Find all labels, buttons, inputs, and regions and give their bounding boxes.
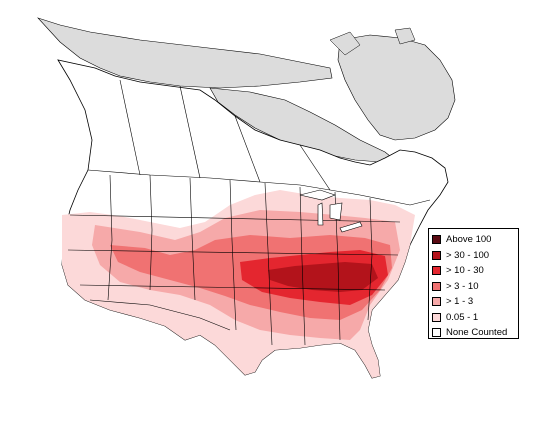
state-line-6 bbox=[299, 186, 306, 346]
legend: Above 100 > 30 - 100 > 10 - 30 > 3 - 10 > 1 … bbox=[428, 228, 519, 339]
province-line-2 bbox=[179, 85, 201, 179]
legend-label: > 3 - 10 bbox=[446, 280, 479, 292]
province-line-4 bbox=[299, 144, 331, 191]
lake-huron bbox=[329, 202, 343, 221]
legend-swatch bbox=[432, 328, 441, 338]
legend-item: > 3 - 10 bbox=[432, 279, 515, 295]
legend-item: None Counted bbox=[432, 325, 515, 341]
legend-label: > 1 - 3 bbox=[446, 296, 474, 307]
legend-swatch bbox=[432, 297, 441, 307]
legend-label: 0.05 - 1 bbox=[446, 311, 479, 323]
boundary-lines bbox=[67, 79, 431, 346]
province-line-1 bbox=[119, 79, 141, 176]
island-1 bbox=[329, 31, 361, 56]
legend-item: > 10 - 30 bbox=[432, 263, 515, 279]
mexico-border bbox=[89, 299, 231, 331]
northern-gray-region bbox=[37, 17, 456, 163]
legend-swatch bbox=[432, 312, 441, 322]
great-lakes bbox=[299, 189, 363, 233]
gray-band-east bbox=[337, 34, 456, 141]
legend-swatch bbox=[432, 235, 441, 245]
legend-swatch bbox=[432, 266, 441, 276]
legend-label: > 30 - 100 bbox=[446, 249, 490, 261]
legend-item: 0.05 - 1 bbox=[432, 310, 515, 326]
gray-band-west bbox=[37, 17, 333, 89]
state-line-5 bbox=[264, 182, 273, 346]
lake-superior bbox=[299, 189, 336, 201]
state-line-10 bbox=[67, 249, 399, 256]
state-line-11 bbox=[79, 284, 386, 291]
state-line-3 bbox=[189, 177, 196, 301]
legend-label: Above 100 bbox=[446, 234, 492, 245]
legend-swatch bbox=[432, 281, 441, 291]
abundance-30-100-region bbox=[268, 262, 378, 292]
legend-label: None Counted bbox=[446, 327, 508, 338]
island-2 bbox=[394, 27, 416, 45]
state-line-4 bbox=[229, 179, 237, 331]
lake-erie bbox=[339, 221, 363, 233]
province-line-3 bbox=[234, 115, 261, 183]
abundance-shading bbox=[62, 190, 415, 378]
canada-us-border bbox=[87, 169, 431, 206]
legend-item: Above 100 bbox=[432, 232, 515, 248]
state-line-9 bbox=[69, 214, 401, 223]
legend-item: > 30 - 100 bbox=[432, 248, 515, 264]
lake-michigan bbox=[317, 202, 324, 226]
state-line-1 bbox=[107, 174, 113, 301]
state-line-2 bbox=[149, 174, 153, 291]
arctic-islands bbox=[329, 27, 416, 56]
legend-label: > 10 - 30 bbox=[446, 265, 484, 276]
legend-swatch bbox=[432, 250, 441, 260]
state-line-8 bbox=[367, 197, 373, 321]
legend-item: > 1 - 3 bbox=[432, 294, 515, 310]
